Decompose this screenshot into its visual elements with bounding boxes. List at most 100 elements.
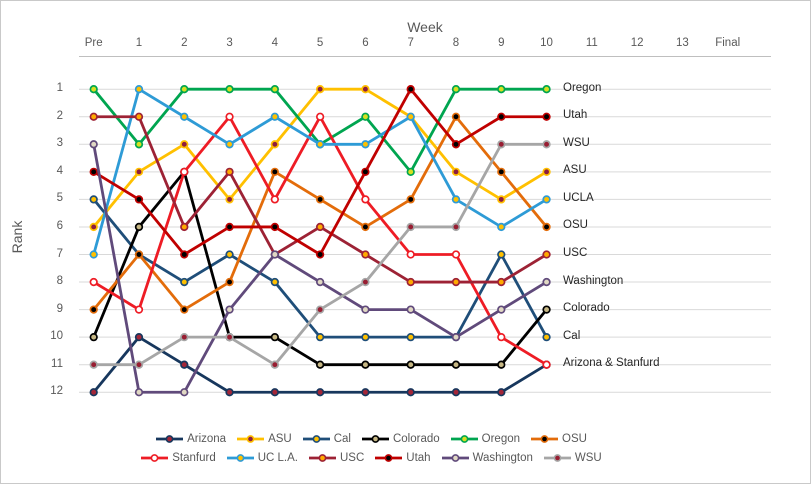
marker-Washington-6: [361, 305, 370, 314]
x-tick-10: 10: [540, 37, 553, 49]
marker-Utah-8: [451, 140, 461, 149]
marker-Arizona-4: [270, 388, 279, 397]
marker-Colorado-10: [542, 305, 551, 314]
marker-WSU-5: [315, 305, 325, 314]
legend-item-Utah[interactable]: Utah: [375, 452, 431, 464]
legend-item-OSU[interactable]: OSU: [531, 433, 587, 445]
legend-item-Oregon[interactable]: Oregon: [450, 433, 520, 445]
y-axis-title: Rank: [9, 220, 25, 254]
marker-Utah-7: [406, 85, 415, 94]
marker-Stanfurd-Pre: [89, 277, 98, 287]
marker-Washington-4: [270, 250, 279, 259]
legend-swatch-OSU: [531, 435, 559, 443]
x-tick-Final: Final: [715, 37, 741, 49]
x-tick-5: 5: [316, 37, 324, 49]
marker-ASU-2: [180, 140, 189, 149]
marker-UC L.A.-Pre: [89, 250, 98, 259]
series-line-Stanfurd: [92, 115, 548, 366]
marker-Arizona-1: [134, 333, 144, 342]
legend-swatch-ASU: [237, 435, 265, 443]
marker-Stanfurd-4: [270, 195, 279, 204]
legend-swatch-Utah: [375, 454, 403, 462]
marker-UC L.A.-5: [315, 140, 325, 149]
marker-Colorado-7: [406, 360, 415, 369]
marker-OSU-1: [134, 250, 144, 259]
x-tick-9: 9: [498, 37, 505, 49]
marker-OSU-4: [270, 167, 279, 177]
marker-Oregon-7: [406, 167, 415, 177]
marker-Utah-3: [225, 222, 234, 232]
legend-item-WSU[interactable]: WSU: [543, 452, 602, 464]
marker-UC L.A.-7: [406, 112, 415, 121]
legend-swatch-Washington: [441, 454, 469, 462]
legend-item-Cal[interactable]: Cal: [302, 433, 351, 445]
legend-swatch-UC L.A.: [226, 454, 254, 462]
marker-Colorado-8: [451, 360, 461, 369]
legend-swatch-WSU: [543, 454, 571, 462]
legend-item-ASU[interactable]: ASU: [237, 433, 292, 445]
marker-ASU-1: [134, 167, 144, 177]
marker-ASU-10: [542, 167, 551, 177]
legend-row-1: Arizona ASU Cal Colorado Oregon OSU: [156, 433, 587, 445]
marker-Oregon-10: [542, 85, 551, 94]
marker-OSU-5: [315, 195, 325, 204]
marker-UC L.A.-10: [542, 195, 551, 204]
end-label-Cal: Cal: [563, 329, 581, 342]
end-label-Oregon: Oregon: [563, 81, 602, 94]
end-label-Utah: Utah: [563, 109, 588, 122]
marker-USC-10: [542, 250, 551, 259]
x-tick-11: 11: [585, 37, 598, 49]
legend-swatch-Cal: [302, 435, 330, 443]
marker-Arizona-9: [497, 388, 506, 397]
legend-label-Stanfurd: Stanfurd: [172, 452, 216, 464]
marker-Arizona-5: [315, 388, 325, 397]
marker-Oregon-1: [134, 140, 144, 149]
marker-Arizona-Pre: [89, 388, 98, 397]
marker-Colorado-1: [134, 222, 144, 232]
marker-Washington-2: [180, 388, 189, 397]
x-tick-4: 4: [271, 37, 279, 49]
legend-marker-sample: [165, 435, 174, 443]
end-label-Colorado: Colorado: [563, 302, 610, 315]
marker-UC L.A.-2: [180, 112, 189, 121]
marker-Arizona-3: [225, 388, 234, 397]
marker-UC L.A.-4: [270, 112, 279, 121]
marker-Stanfurd-8: [451, 250, 461, 259]
legend-label-USC: USC: [340, 452, 365, 464]
marker-USC-7: [406, 277, 415, 287]
marker-Cal-9: [497, 250, 506, 259]
marker-ASU-4: [270, 140, 279, 149]
marker-Cal-Pre: [89, 195, 98, 204]
marker-UC L.A.-3: [225, 140, 234, 149]
marker-Utah-Pre: [89, 167, 98, 177]
marker-Arizona-7: [406, 388, 415, 397]
legend-label-Colorado: Colorado: [392, 433, 440, 445]
legend-item-UC L.A.[interactable]: UC L.A.: [226, 452, 298, 464]
legend-item-Stanfurd[interactable]: Stanfurd: [141, 452, 216, 464]
legend-marker-sample: [553, 454, 562, 462]
legend-item-USC[interactable]: USC: [309, 452, 364, 464]
y-tick-12: 12: [50, 385, 63, 398]
marker-Oregon-Pre: [89, 85, 98, 94]
legend-marker-sample: [540, 435, 549, 443]
legend-item-Washington[interactable]: Washington: [441, 452, 533, 464]
legend-item-Colorado[interactable]: Colorado: [361, 433, 440, 445]
marker-ASU-8: [451, 167, 461, 177]
end-label-OSU: OSU: [563, 219, 588, 232]
marker-UC L.A.-8: [451, 195, 461, 204]
marker-Stanfurd-1: [134, 305, 144, 314]
y-tick-8: 8: [56, 275, 63, 288]
legend-label-OSU: OSU: [562, 433, 587, 445]
x-tick-3: 3: [226, 37, 233, 49]
marker-Utah-9: [497, 112, 506, 121]
x-tick-2: 2: [181, 37, 188, 49]
legend-label-WSU: WSU: [574, 452, 602, 464]
marker-WSU-7: [406, 222, 415, 232]
legend-item-Arizona[interactable]: Arizona: [156, 433, 226, 445]
marker-WSU-8: [451, 222, 461, 232]
marker-Arizona-6: [361, 388, 370, 397]
legend-swatch-Colorado: [361, 435, 389, 443]
marker-Oregon-8: [451, 85, 461, 94]
series-line-ASU: [92, 87, 548, 228]
